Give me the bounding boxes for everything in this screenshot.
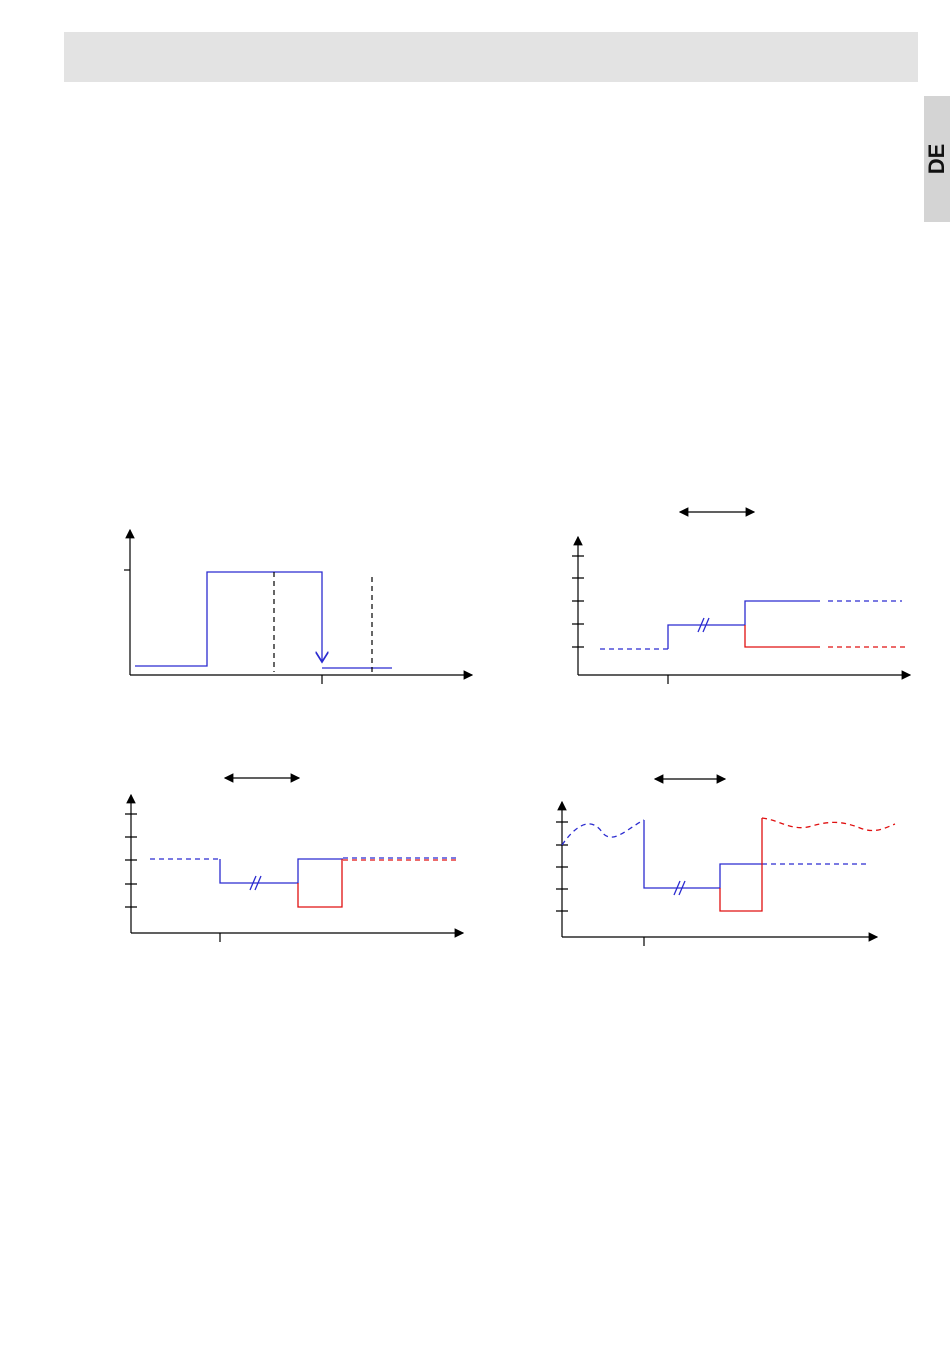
diagram-3 — [125, 773, 465, 942]
header-bar — [64, 32, 918, 82]
diagram-4 — [556, 774, 896, 946]
diagram-2 — [572, 507, 912, 684]
diagram-1 — [124, 528, 474, 684]
language-tab: DE — [924, 96, 950, 222]
